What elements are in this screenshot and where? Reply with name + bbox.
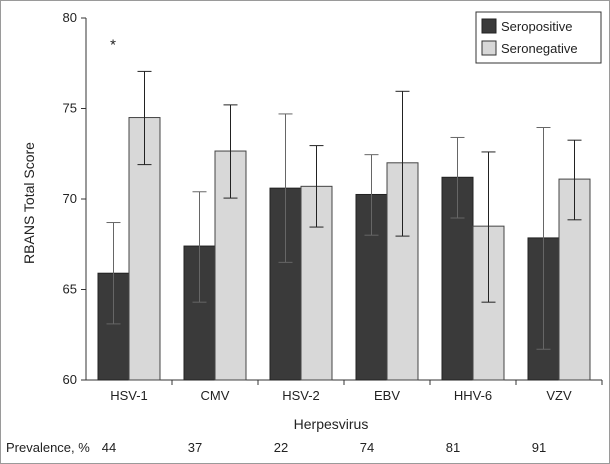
x-tick-label: HHV-6 <box>454 388 492 403</box>
legend-swatch-seronegative <box>481 40 497 56</box>
y-axis-title: RBANS Total Score <box>21 142 37 264</box>
legend-swatch-seropositive <box>481 18 497 34</box>
y-tick-label: 75 <box>63 101 77 116</box>
prevalence-value: 74 <box>360 440 374 455</box>
x-tick-label: CMV <box>201 388 230 403</box>
prevalence-value: 37 <box>188 440 202 455</box>
prevalence-value: 44 <box>102 440 116 455</box>
prevalence-value: 22 <box>274 440 288 455</box>
y-tick-label: 70 <box>63 191 77 206</box>
legend-label-seropositive: Seropositive <box>501 19 573 34</box>
legend-box <box>475 11 602 64</box>
significance-marker: * <box>110 36 116 53</box>
x-tick-label: HSV-2 <box>282 388 320 403</box>
x-axis-title: Herpesvirus <box>294 416 369 432</box>
prevalence-label: Prevalence, % <box>6 440 90 455</box>
legend: Seropositive Seronegative <box>475 11 602 64</box>
x-tick-label: HSV-1 <box>110 388 148 403</box>
y-tick-label: 60 <box>63 372 77 387</box>
prevalence-value: 91 <box>532 440 546 455</box>
legend-label-seronegative: Seronegative <box>501 41 578 56</box>
x-tick-label: EBV <box>374 388 400 403</box>
y-tick-label: 80 <box>63 10 77 25</box>
prevalence-value: 81 <box>446 440 460 455</box>
plot-area: 60 65 70 75 80 HSV-1 44 CMV 37 HSV-2 22 EBV 74 HHV-6 8… <box>63 10 603 455</box>
y-tick-label: 65 <box>63 282 77 297</box>
x-tick-label: VZV <box>546 388 572 403</box>
